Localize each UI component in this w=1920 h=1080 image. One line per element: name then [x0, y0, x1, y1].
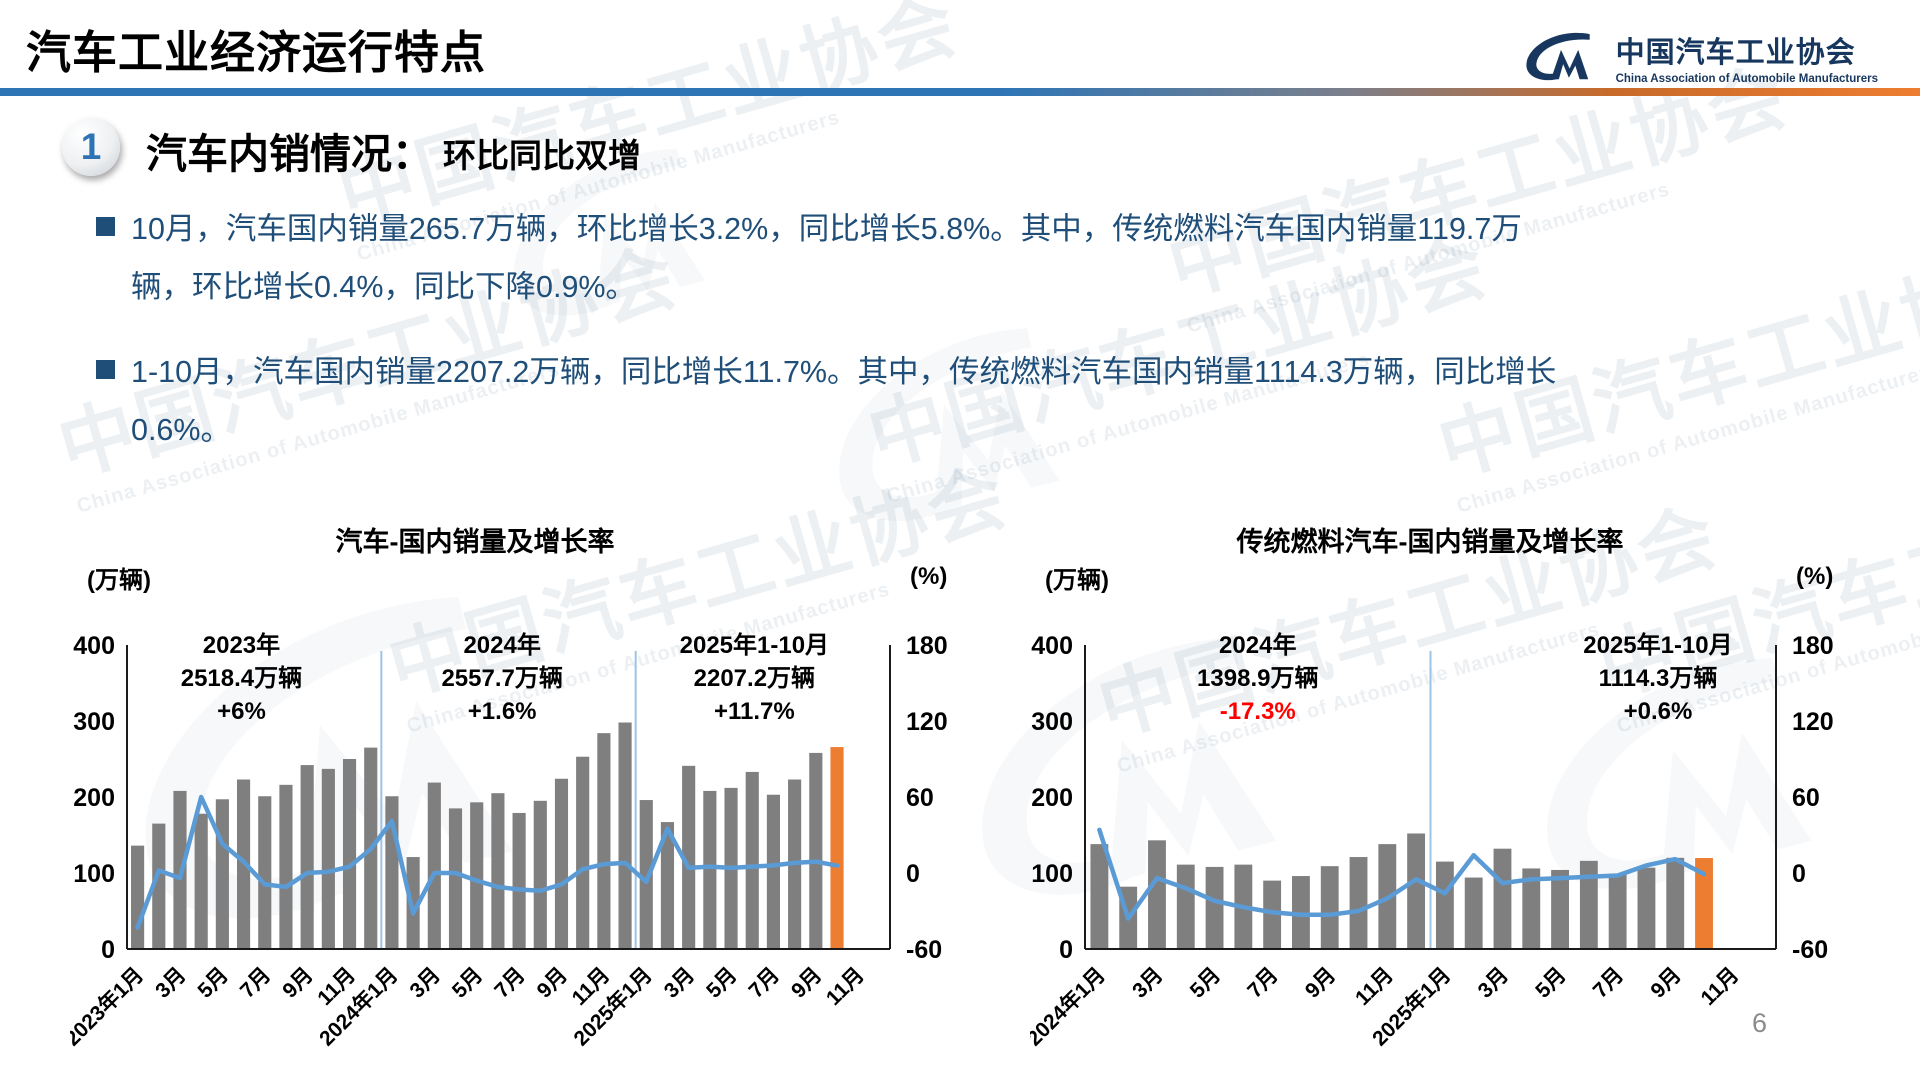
caam-logo: 中国汽车工业协会 China Association of Automobile…	[1518, 28, 1878, 86]
bullet-october: 10月，汽车国内销量265.7万辆，环比增长3.2%，同比增长5.8%。其中，传…	[96, 200, 1566, 316]
svg-text:3月: 3月	[1474, 963, 1513, 1002]
svg-text:5月: 5月	[1531, 963, 1570, 1002]
svg-text:5月: 5月	[1186, 963, 1225, 1002]
svg-text:9月: 9月	[1646, 963, 1685, 1002]
chart-title-total-vehicles: 汽车-国内销量及增长率	[335, 527, 615, 557]
svg-text:400: 400	[1031, 632, 1073, 660]
svg-text:7月: 7月	[1243, 963, 1282, 1002]
svg-text:2023年: 2023年	[203, 631, 280, 659]
chart-title-fuel-vehicles: 传统燃料汽车-国内销量及增长率	[1236, 527, 1624, 557]
page-title: 汽车工业经济运行特点	[26, 27, 487, 78]
svg-text:2024年1月: 2024年1月	[1030, 963, 1110, 1051]
svg-text:(%): (%)	[1796, 563, 1833, 590]
svg-text:9月: 9月	[533, 963, 572, 1002]
svg-text:2207.2万辆: 2207.2万辆	[694, 665, 815, 692]
svg-text:11月: 11月	[1351, 963, 1398, 1010]
svg-text:(%): (%)	[910, 563, 947, 590]
svg-text:9月: 9月	[1301, 963, 1340, 1002]
caam-logo-icon	[1525, 32, 1590, 81]
svg-text:5月: 5月	[448, 963, 487, 1002]
svg-text:0: 0	[101, 936, 115, 964]
svg-text:11月: 11月	[1697, 963, 1744, 1010]
svg-text:7月: 7月	[236, 963, 275, 1002]
svg-text:60: 60	[1792, 784, 1820, 812]
svg-text:1398.9万辆: 1398.9万辆	[1197, 665, 1318, 692]
svg-text:-17.3%: -17.3%	[1220, 698, 1296, 725]
bullet-ytd: 1-10月，汽车国内销量2207.2万辆，同比增长11.7%。其中，传统燃料汽车…	[96, 343, 1566, 459]
section-subtitle: 环比同比双增	[443, 137, 641, 174]
section-number: 1	[80, 126, 102, 167]
svg-text:2025年1-10月: 2025年1-10月	[680, 631, 829, 659]
svg-text:300: 300	[1031, 708, 1073, 736]
svg-text:-60: -60	[906, 936, 942, 964]
chart-fuel-vehicles: 400 300 200 100 0 180 120 60 0 -60 (万辆) (%) 2024年1月 3…	[1030, 563, 1834, 1051]
svg-text:(万辆): (万辆)	[87, 567, 151, 594]
svg-text:0: 0	[1059, 936, 1073, 964]
svg-text:+1.6%: +1.6%	[468, 698, 537, 725]
svg-text:2557.7万辆: 2557.7万辆	[441, 665, 562, 692]
svg-text:2024年: 2024年	[463, 631, 540, 659]
svg-text:0: 0	[906, 860, 920, 888]
svg-text:5月: 5月	[194, 963, 233, 1002]
page-number: 6	[1752, 1008, 1768, 1038]
bullet-square-icon	[96, 360, 115, 379]
svg-text:7月: 7月	[745, 963, 784, 1002]
svg-text:+11.7%: +11.7%	[714, 698, 795, 725]
svg-text:-60: -60	[1792, 936, 1828, 964]
svg-text:2025年1-10月: 2025年1-10月	[1583, 631, 1732, 659]
svg-text:100: 100	[1031, 860, 1073, 888]
svg-text:11月: 11月	[822, 963, 869, 1010]
section-title: 汽车内销情况：	[146, 131, 433, 177]
svg-text:3月: 3月	[151, 963, 190, 1002]
svg-text:1114.3万辆: 1114.3万辆	[1599, 665, 1718, 692]
svg-text:9月: 9月	[787, 963, 826, 1002]
bullet-square-icon	[96, 217, 115, 236]
svg-text:+6%: +6%	[217, 698, 266, 725]
svg-text:(万辆): (万辆)	[1045, 567, 1109, 594]
svg-text:2518.4万辆: 2518.4万辆	[181, 665, 302, 692]
svg-text:200: 200	[1031, 784, 1073, 812]
svg-text:2024年: 2024年	[1219, 631, 1296, 659]
svg-text:300: 300	[73, 708, 115, 736]
svg-text:7月: 7月	[490, 963, 529, 1002]
svg-text:3月: 3月	[1128, 963, 1167, 1002]
svg-text:100: 100	[73, 860, 115, 888]
svg-text:+0.6%: +0.6%	[1624, 698, 1693, 725]
caam-logo-en: China Association of Automobile Manufact…	[1615, 73, 1878, 85]
section-number-badge: 1	[62, 118, 120, 176]
bullet-ytd-text: 1-10月，汽车国内销量2207.2万辆，同比增长11.7%。其中，传统燃料汽车…	[131, 355, 1557, 447]
svg-text:180: 180	[1792, 632, 1834, 660]
svg-text:400: 400	[73, 632, 115, 660]
svg-text:0: 0	[1792, 860, 1806, 888]
svg-text:120: 120	[906, 708, 948, 736]
svg-text:120: 120	[1792, 708, 1834, 736]
svg-text:60: 60	[906, 784, 934, 812]
svg-text:7月: 7月	[1589, 963, 1628, 1002]
caam-logo-cn: 中国汽车工业协会	[1615, 37, 1856, 69]
bullet-october-text: 10月，汽车国内销量265.7万辆，环比增长3.2%，同比增长5.8%。其中，传…	[131, 212, 1522, 304]
svg-text:5月: 5月	[702, 963, 741, 1002]
svg-text:3月: 3月	[660, 963, 699, 1002]
svg-text:9月: 9月	[278, 963, 317, 1002]
svg-text:2023年1月: 2023年1月	[70, 963, 148, 1051]
svg-text:180: 180	[906, 632, 948, 660]
header-divider	[0, 88, 1920, 96]
svg-text:200: 200	[73, 784, 115, 812]
svg-text:3月: 3月	[405, 963, 444, 1002]
